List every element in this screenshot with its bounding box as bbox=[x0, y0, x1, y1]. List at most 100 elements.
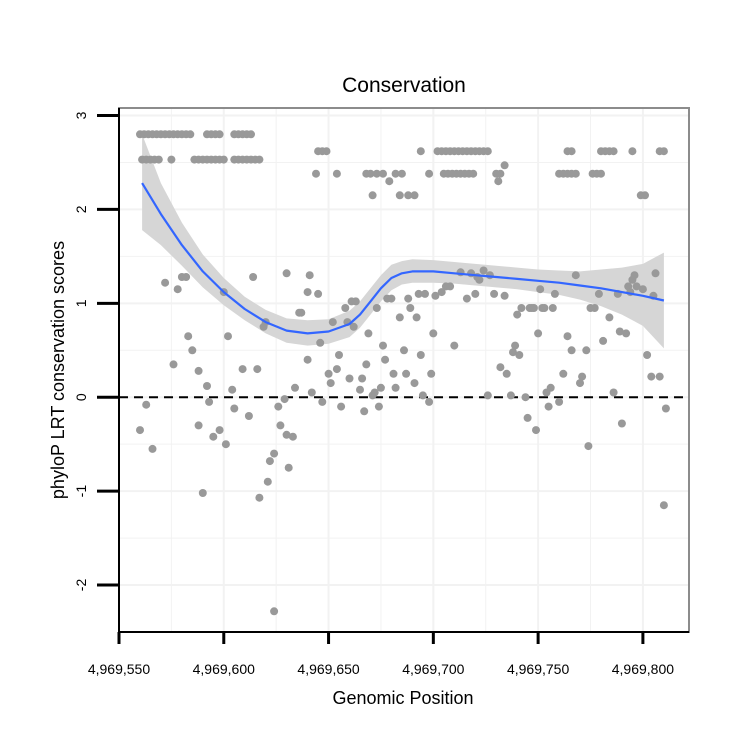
data-point bbox=[431, 291, 440, 300]
data-point bbox=[418, 391, 427, 400]
y-tick-label: -2 bbox=[73, 579, 89, 592]
data-point bbox=[203, 382, 211, 390]
data-point bbox=[186, 130, 195, 139]
data-point bbox=[578, 372, 587, 381]
data-point bbox=[599, 336, 608, 345]
y-axis-label: phyloP LRT conservation scores bbox=[48, 241, 68, 499]
data-point bbox=[328, 318, 337, 327]
data-point bbox=[605, 313, 614, 322]
data-point bbox=[297, 308, 306, 317]
data-point bbox=[312, 169, 320, 178]
data-point bbox=[238, 365, 247, 374]
data-point bbox=[548, 304, 557, 312]
x-axis: 4,969,550 4,969,600 4,969,650 4,969,700 4,96… bbox=[88, 631, 689, 677]
data-point bbox=[305, 271, 314, 280]
data-point bbox=[450, 341, 459, 350]
chart-title: Conservation bbox=[342, 74, 466, 97]
data-point bbox=[249, 273, 258, 281]
data-point bbox=[184, 332, 193, 341]
data-point bbox=[221, 440, 230, 449]
smooth-line bbox=[141, 182, 665, 335]
data-point bbox=[509, 348, 517, 357]
data-point bbox=[253, 365, 262, 374]
data-point bbox=[622, 329, 631, 338]
data-point bbox=[303, 355, 312, 364]
data-point bbox=[358, 374, 367, 383]
data-point bbox=[471, 289, 480, 298]
data-point bbox=[224, 332, 232, 341]
data-point bbox=[529, 304, 538, 312]
data-point bbox=[609, 388, 618, 397]
data-point bbox=[425, 169, 434, 178]
data-point bbox=[188, 346, 197, 355]
data-point bbox=[194, 366, 203, 375]
data-point bbox=[534, 329, 543, 338]
x-tick-label: 4,969,750 bbox=[507, 661, 569, 677]
data-point bbox=[416, 351, 425, 359]
data-point bbox=[288, 432, 297, 441]
data-point bbox=[540, 304, 549, 312]
data-point bbox=[563, 332, 572, 341]
data-point bbox=[270, 607, 279, 616]
data-point bbox=[356, 385, 364, 394]
data-points bbox=[136, 130, 670, 616]
data-point bbox=[590, 304, 599, 312]
data-point bbox=[584, 442, 593, 451]
data-point bbox=[582, 346, 591, 355]
data-point bbox=[374, 402, 383, 411]
y-tick-label: 2 bbox=[73, 205, 89, 213]
data-point bbox=[513, 310, 522, 319]
data-point bbox=[276, 421, 285, 430]
data-point bbox=[337, 402, 346, 411]
data-point bbox=[274, 402, 283, 411]
data-point bbox=[462, 294, 471, 303]
data-point bbox=[326, 379, 335, 388]
data-point bbox=[397, 169, 406, 178]
data-point bbox=[496, 169, 505, 178]
data-point bbox=[360, 407, 369, 416]
data-point bbox=[651, 269, 660, 278]
data-point bbox=[546, 383, 555, 392]
data-point bbox=[173, 285, 182, 294]
data-point bbox=[630, 271, 639, 280]
data-point bbox=[154, 155, 163, 164]
data-point bbox=[247, 130, 255, 139]
data-point bbox=[332, 169, 341, 178]
data-point bbox=[161, 278, 170, 287]
data-point bbox=[659, 147, 668, 156]
data-point bbox=[429, 329, 438, 338]
data-point bbox=[316, 338, 325, 347]
data-point bbox=[219, 155, 228, 164]
data-point bbox=[324, 369, 333, 378]
data-point bbox=[446, 282, 455, 291]
data-point bbox=[571, 169, 580, 178]
data-point bbox=[255, 155, 264, 164]
data-point bbox=[265, 457, 274, 466]
data-point bbox=[270, 449, 279, 458]
data-point bbox=[345, 374, 354, 383]
data-point bbox=[395, 191, 404, 200]
data-point bbox=[402, 369, 411, 378]
x-tick-label: 4,969,600 bbox=[193, 661, 255, 677]
data-point bbox=[389, 369, 398, 378]
data-point bbox=[362, 360, 371, 369]
data-point bbox=[244, 412, 253, 420]
data-point bbox=[544, 402, 553, 411]
data-point bbox=[515, 351, 524, 359]
y-tick-label: -1 bbox=[73, 485, 89, 498]
y-tick-label: 0 bbox=[73, 393, 89, 401]
data-point bbox=[364, 329, 373, 338]
data-point bbox=[638, 285, 647, 294]
data-point bbox=[567, 346, 576, 355]
data-point bbox=[142, 400, 151, 409]
data-point bbox=[307, 388, 316, 397]
data-point bbox=[523, 413, 532, 422]
data-point bbox=[412, 313, 421, 322]
data-point bbox=[655, 372, 664, 381]
data-point bbox=[475, 275, 484, 284]
data-point bbox=[372, 304, 381, 312]
data-point bbox=[404, 294, 413, 303]
data-point bbox=[615, 327, 624, 336]
